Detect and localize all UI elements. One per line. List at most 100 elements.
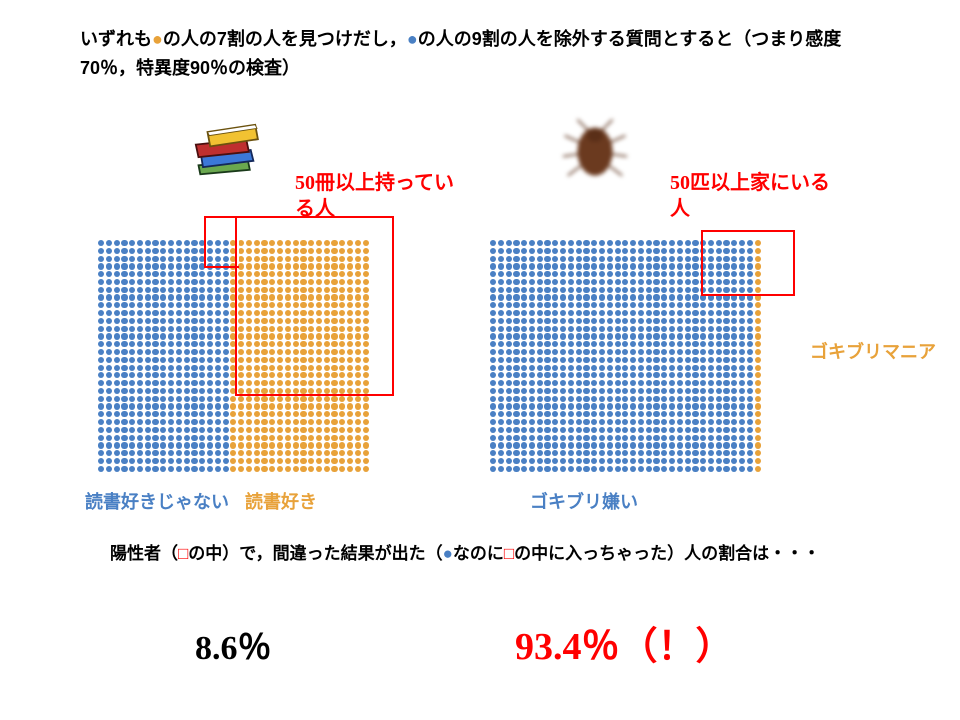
dot [490, 450, 496, 456]
dot [552, 388, 558, 394]
dot [560, 419, 566, 425]
dot [576, 372, 582, 378]
title-mid1: の人の7割の人を見つけだし， [163, 29, 407, 49]
dot [521, 310, 527, 316]
dot [692, 435, 698, 441]
dot [692, 380, 698, 386]
dot [490, 256, 496, 262]
dot [537, 256, 543, 262]
dot [308, 450, 314, 456]
dot [137, 279, 143, 285]
dot [552, 294, 558, 300]
dot [191, 403, 197, 409]
dot [223, 427, 229, 433]
dot [552, 271, 558, 277]
dot [199, 388, 205, 394]
dot [223, 403, 229, 409]
dot [498, 466, 504, 472]
dot [121, 248, 127, 254]
dot [723, 326, 729, 332]
dot [692, 388, 698, 394]
dot [191, 310, 197, 316]
dot [254, 403, 260, 409]
dot [723, 302, 729, 308]
dot [583, 396, 589, 402]
dot [646, 333, 652, 339]
dot [513, 271, 519, 277]
dot [168, 333, 174, 339]
dot [622, 411, 628, 417]
dot [160, 271, 166, 277]
dot [121, 419, 127, 425]
dot [215, 427, 221, 433]
dot [669, 240, 675, 246]
dot [331, 435, 337, 441]
dot [615, 396, 621, 402]
dot [716, 411, 722, 417]
dot [630, 326, 636, 332]
dot [568, 271, 574, 277]
dot [145, 318, 151, 324]
dot [560, 357, 566, 363]
dot [176, 271, 182, 277]
dot [537, 263, 543, 269]
dot [591, 271, 597, 277]
dot [591, 302, 597, 308]
dot [599, 466, 605, 472]
dot [669, 279, 675, 285]
dot [661, 263, 667, 269]
dot [731, 411, 737, 417]
dot [121, 240, 127, 246]
dot [331, 403, 337, 409]
dot [529, 396, 535, 402]
dot [215, 380, 221, 386]
dot [599, 403, 605, 409]
dot [731, 396, 737, 402]
dot [544, 240, 550, 246]
dot [168, 357, 174, 363]
dot [184, 419, 190, 425]
dot [269, 411, 275, 417]
dot [223, 271, 229, 277]
dot [747, 450, 753, 456]
dot [114, 442, 120, 448]
dot [121, 333, 127, 339]
dot [723, 349, 729, 355]
dot [223, 411, 229, 417]
dot [599, 341, 605, 347]
dot [622, 287, 628, 293]
dot [661, 240, 667, 246]
dot [622, 403, 628, 409]
dot [661, 458, 667, 464]
dot [529, 302, 535, 308]
dot [716, 388, 722, 394]
dot [230, 411, 236, 417]
dot [331, 396, 337, 402]
dot [215, 411, 221, 417]
dot [168, 411, 174, 417]
dot [498, 248, 504, 254]
dot [591, 450, 597, 456]
dot [191, 318, 197, 324]
dot [739, 357, 745, 363]
dot [293, 396, 299, 402]
dot [646, 302, 652, 308]
dot [498, 333, 504, 339]
dot [506, 248, 512, 254]
dot [630, 403, 636, 409]
dot [191, 271, 197, 277]
dot [700, 435, 706, 441]
dot [347, 458, 353, 464]
dot [731, 427, 737, 433]
dot [537, 427, 543, 433]
dot [121, 310, 127, 316]
dot [363, 419, 369, 425]
dot [591, 279, 597, 285]
dot [607, 427, 613, 433]
dot [506, 403, 512, 409]
dot [723, 357, 729, 363]
dot [653, 411, 659, 417]
dot [622, 310, 628, 316]
dot [638, 271, 644, 277]
dot [490, 302, 496, 308]
